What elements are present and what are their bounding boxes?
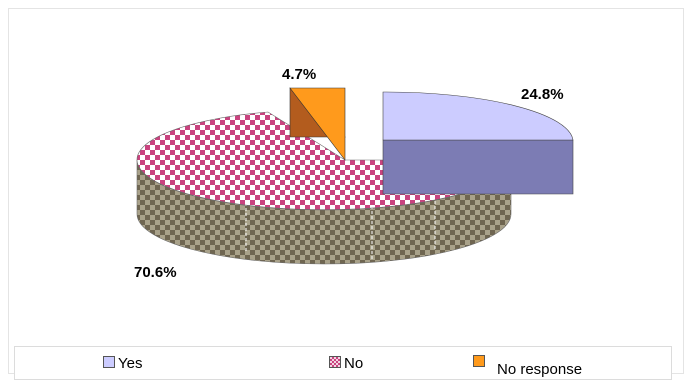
data-label-yes: 24.8% xyxy=(521,86,564,103)
legend-item-no-response: No response xyxy=(473,355,582,378)
pie-slice-yes-side xyxy=(382,139,574,195)
legend: Yes No No response xyxy=(14,346,672,380)
legend-label-yes: Yes xyxy=(118,355,143,372)
legend-item-yes: Yes xyxy=(103,355,142,372)
data-label-no-response: 4.7% xyxy=(282,66,317,83)
legend-label-no-response: No response xyxy=(497,361,583,378)
legend-swatch-no-response xyxy=(473,355,485,367)
legend-label-no: No xyxy=(344,355,364,372)
pie-slice-yes xyxy=(382,91,574,141)
data-label-no: 70.6% xyxy=(134,264,177,281)
pie-slice-no-response xyxy=(289,87,346,161)
legend-swatch-no xyxy=(329,356,341,368)
legend-swatch-yes xyxy=(103,356,115,368)
legend-item-no: No xyxy=(329,355,363,372)
